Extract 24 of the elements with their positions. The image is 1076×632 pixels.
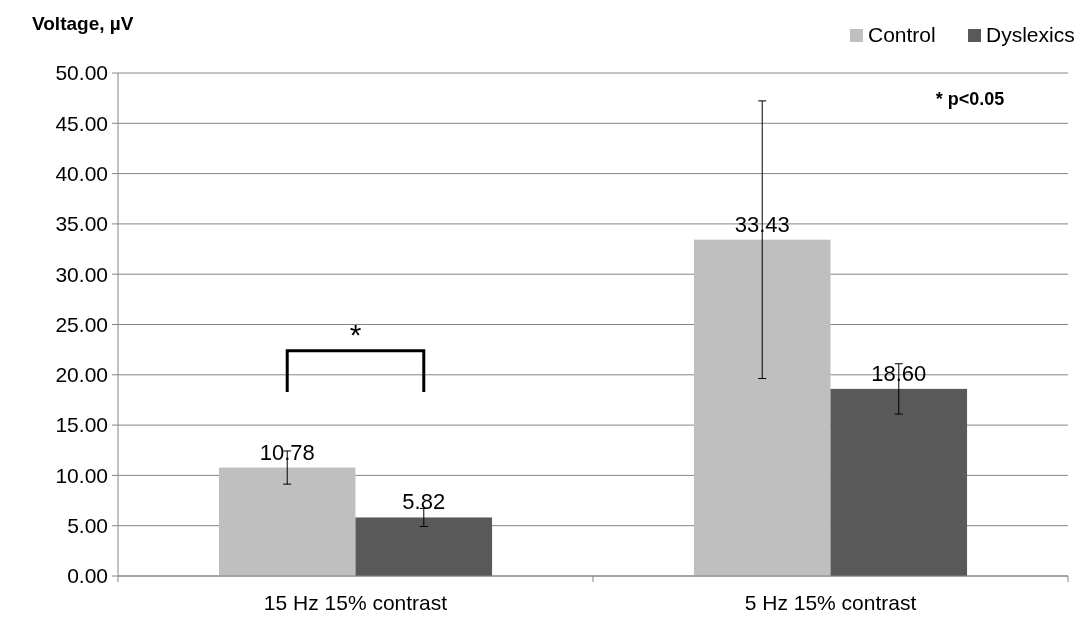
y-tick-label: 5.00	[67, 514, 108, 538]
data-label: 5.82	[402, 489, 446, 515]
legend-label: Control	[868, 23, 936, 46]
y-tick-label: 50.00	[55, 61, 108, 85]
y-tick-label: 10.00	[55, 463, 108, 487]
data-label: 10.78	[259, 439, 315, 465]
y-tick-label: 25.00	[55, 312, 108, 336]
y-tick-label: 15.00	[55, 413, 108, 437]
annotation: * p<0.05	[935, 89, 1005, 109]
bar	[693, 239, 831, 576]
y-axis-title: Voltage, µV	[32, 13, 134, 34]
y-tick-label: 30.00	[55, 262, 108, 286]
y-tick-label: 35.00	[55, 212, 108, 236]
y-tick-label: 20.00	[55, 363, 108, 387]
bar	[355, 517, 493, 576]
y-tick-label: 40.00	[55, 161, 108, 185]
y-tick-label: 45.00	[55, 111, 108, 135]
x-tick-label: 5 Hz 15% contrast	[744, 591, 917, 614]
bar	[830, 388, 968, 576]
x-tick-label: 15 Hz 15% contrast	[263, 591, 448, 614]
annotation: *	[349, 317, 362, 351]
legend-label: Dyslexics	[986, 23, 1075, 46]
bar	[218, 467, 356, 576]
y-tick-label: 0.00	[67, 564, 108, 588]
